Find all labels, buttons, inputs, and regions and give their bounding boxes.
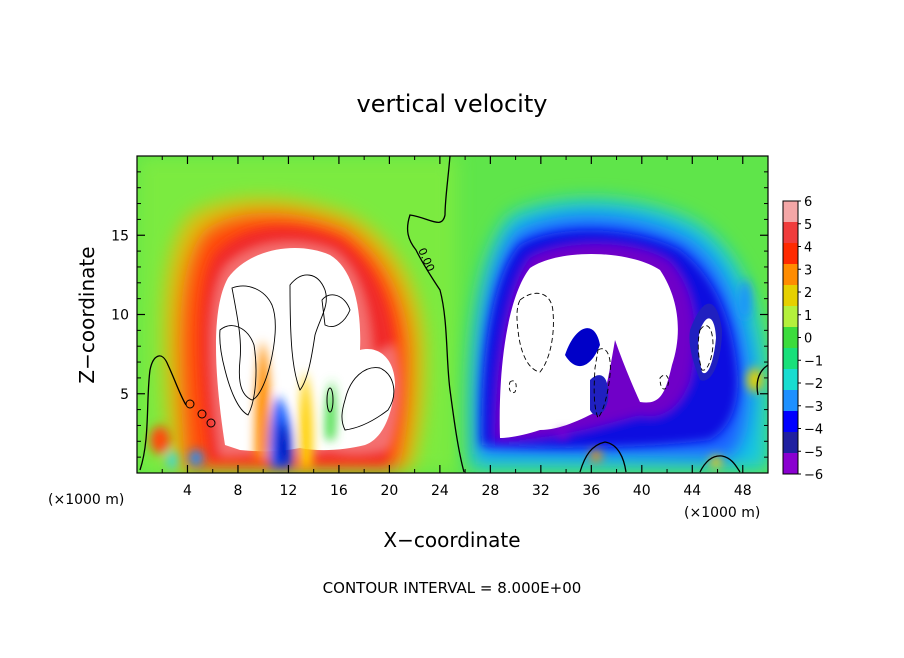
- colorbar-segment: [783, 348, 798, 370]
- colorbar-segment: [783, 285, 798, 307]
- x-tick-label: 28: [481, 483, 499, 499]
- zero-contour-left: [139, 355, 187, 471]
- colorbar-segment: [783, 327, 798, 349]
- colorbar-label: −2: [804, 377, 823, 392]
- neg-contour-3: [697, 325, 714, 371]
- y-axis-ticks: 5 10 15: [111, 171, 768, 458]
- colorbar-segment: [783, 243, 798, 265]
- x-tick-label: 16: [330, 483, 348, 499]
- x-tick-label: 20: [380, 483, 398, 499]
- contour-lines: [139, 156, 768, 473]
- x-tick-label: 44: [683, 483, 701, 499]
- colorbar-label: 6: [804, 195, 812, 210]
- colorbar-label: −6: [804, 468, 823, 483]
- colorbar-segment: [783, 264, 798, 286]
- x-tick-label: 12: [280, 483, 298, 499]
- contour-bubble-1: [185, 399, 195, 409]
- colorbar-label: 1: [804, 309, 812, 324]
- chart-title: vertical velocity: [357, 90, 548, 118]
- x-unit-label-right: (×1000 m): [684, 505, 760, 521]
- x-tick-label: 4: [183, 483, 192, 499]
- colorbar-label: 3: [804, 263, 812, 278]
- zero-contour-dip: [579, 441, 627, 473]
- colorbar: 6 5 4 3 2 1 0 −1 −2 −3 −4 −5 −6: [782, 195, 823, 483]
- colorbar-label: −4: [804, 423, 823, 438]
- contour-bubble-4: [326, 387, 334, 413]
- contour-bubble-3: [206, 418, 216, 428]
- colorbar-segment: [783, 390, 798, 412]
- colorbar-segment: [783, 432, 798, 454]
- x-tick-label: 48: [734, 483, 752, 499]
- colorbar-label: 2: [804, 286, 812, 301]
- zero-contour-main: [406, 156, 465, 473]
- pos-contour-2: [289, 274, 327, 391]
- x-tick-label: 8: [233, 483, 242, 499]
- y-tick-label: 10: [111, 308, 129, 324]
- zero-contour-right: [699, 455, 741, 473]
- neg-contour-1: [516, 292, 554, 373]
- y-tick-label: 5: [120, 387, 129, 403]
- colorbar-segment: [783, 411, 798, 433]
- pos-contour-4: [341, 367, 395, 431]
- colorbar-segment: [783, 201, 798, 223]
- neg-contour-2: [593, 348, 611, 419]
- zero-contour-small: [756, 364, 768, 396]
- colorbar-label: −5: [804, 445, 823, 460]
- contour-bubble-2: [197, 409, 207, 419]
- y-tick-label: 15: [111, 228, 129, 244]
- pos-contour-1: [231, 285, 276, 401]
- x-unit-label-left: (×1000 m): [48, 492, 124, 508]
- colorbar-label: −1: [804, 354, 823, 369]
- y-axis-label: Z−coordinate: [75, 246, 99, 383]
- colorbar-segment: [783, 222, 798, 244]
- x-tick-label: 32: [532, 483, 550, 499]
- x-tick-label: 40: [633, 483, 651, 499]
- x-tick-label: 24: [431, 483, 449, 499]
- pos-contour-5: [321, 294, 351, 327]
- colorbar-segment: [783, 453, 798, 475]
- colorbar-label: 4: [804, 241, 812, 256]
- heatmap-field: [137, 156, 768, 473]
- neg-contour-5: [508, 380, 517, 394]
- x-axis-label: X−coordinate: [383, 528, 520, 552]
- pos-contour-3: [219, 325, 257, 416]
- colorbar-label: 5: [804, 218, 812, 233]
- colorbar-segment: [783, 306, 798, 328]
- colorbar-label: 0: [804, 332, 812, 347]
- contour-interval-note: CONTOUR INTERVAL = 8.000E+00: [323, 579, 582, 597]
- colorbar-segment: [783, 369, 798, 391]
- x-tick-label: 36: [582, 483, 600, 499]
- neg-contour-4: [659, 374, 669, 390]
- colorbar-label: −3: [804, 400, 823, 415]
- x-axis-ticks: 4 8 12 16 20 24 28 32 36 40 44 48: [161, 156, 752, 499]
